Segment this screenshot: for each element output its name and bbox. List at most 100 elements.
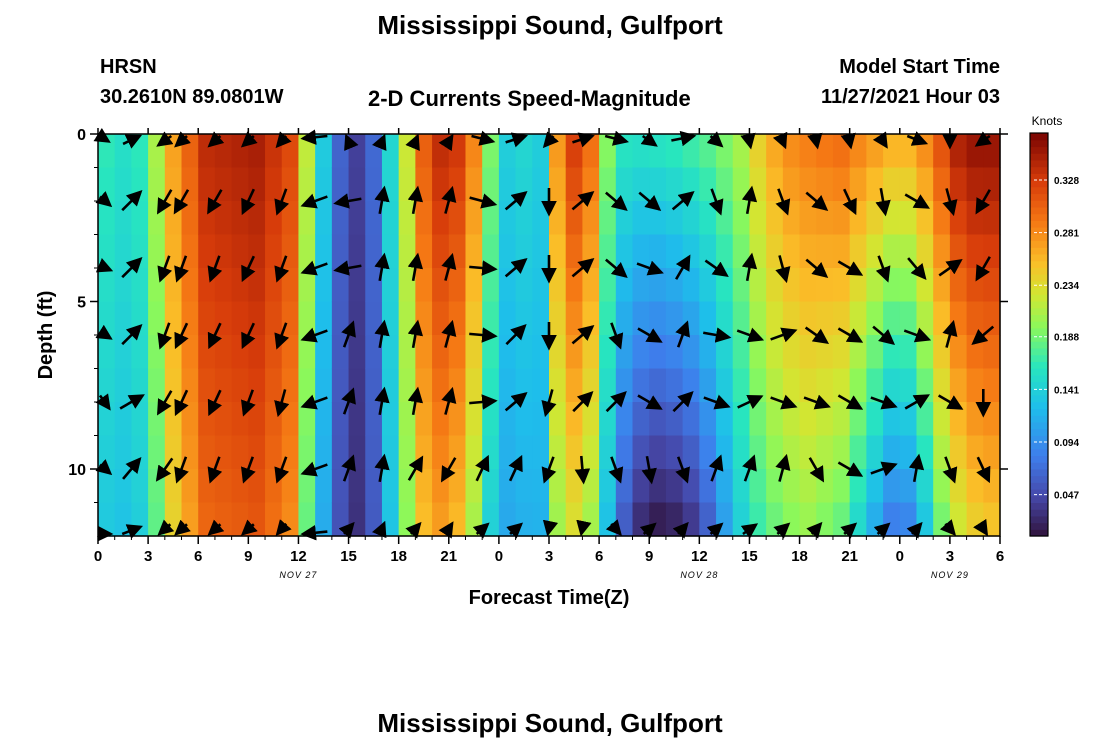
heatmap-cell xyxy=(365,368,383,403)
model-start-label: Model Start Time xyxy=(839,56,1000,78)
current-vector-arrow xyxy=(174,322,189,350)
heatmap-cell xyxy=(482,167,500,202)
current-vector-arrow xyxy=(241,456,256,484)
heatmap-cell xyxy=(532,502,550,537)
heatmap-cell xyxy=(933,134,951,169)
x-tick-label: 9 xyxy=(244,548,252,565)
heatmap-cell xyxy=(231,435,249,470)
current-vector-arrow xyxy=(274,188,290,216)
heatmap-cell xyxy=(515,502,533,537)
current-vector-arrow xyxy=(122,134,143,149)
heatmap-cell xyxy=(281,167,300,202)
heatmap-cell xyxy=(632,335,650,370)
heatmap-cell xyxy=(949,268,968,303)
heatmap-cell xyxy=(665,368,684,403)
current-vector-arrow xyxy=(441,319,457,348)
heatmap-cell xyxy=(532,234,550,269)
heatmap-cell xyxy=(448,335,467,370)
current-vector-arrow xyxy=(742,454,757,482)
heatmap-cell xyxy=(966,134,984,169)
heatmap-cell xyxy=(298,335,316,370)
current-vector-arrow xyxy=(703,327,732,343)
current-vector-arrow xyxy=(174,519,191,536)
heatmap-cell xyxy=(766,301,784,336)
x-tick-label: 0 xyxy=(94,548,102,565)
current-vector-arrow xyxy=(638,191,662,212)
heatmap-cell xyxy=(398,268,416,303)
heatmap-cell xyxy=(448,201,467,236)
current-vector-arrow xyxy=(300,193,328,209)
current-vector-arrow xyxy=(274,255,290,283)
current-vector-arrow xyxy=(475,454,490,482)
x-tick-label: 18 xyxy=(791,548,808,565)
heatmap-cell xyxy=(849,268,867,303)
heatmap-cell xyxy=(248,368,266,403)
heatmap-cell xyxy=(131,469,149,504)
heatmap-cell xyxy=(498,201,517,236)
heatmap-cell xyxy=(114,134,133,169)
current-vector-arrow xyxy=(805,191,829,212)
heatmap-cell xyxy=(398,402,416,437)
current-vector-arrow xyxy=(241,255,256,283)
current-vector-arrow xyxy=(300,524,328,541)
current-vector-arrow xyxy=(469,394,498,410)
heatmap-cell xyxy=(565,234,584,269)
current-vector-arrow xyxy=(906,131,929,146)
x-tick-label: 15 xyxy=(340,548,357,565)
colorbar-segment xyxy=(1030,307,1048,315)
heatmap-cell xyxy=(916,502,934,537)
colorbar-segment xyxy=(1030,374,1048,383)
heatmap-cell xyxy=(866,368,884,403)
heatmap-cell xyxy=(98,335,116,370)
current-vector-arrow xyxy=(703,394,731,410)
current-vector-arrow xyxy=(469,327,498,343)
heatmap-cell xyxy=(465,201,483,236)
heatmap-cell xyxy=(966,301,984,336)
heatmap-cell xyxy=(365,402,383,437)
heatmap-cell xyxy=(582,167,600,202)
current-vector-arrow xyxy=(837,461,864,477)
heatmap-cell xyxy=(749,201,767,236)
heatmap-cell xyxy=(615,268,634,303)
heatmap-cell xyxy=(549,201,567,236)
current-vector-arrow xyxy=(407,319,424,349)
heatmap-cell xyxy=(832,268,851,303)
current-vector-arrow xyxy=(903,327,932,343)
heatmap-cell xyxy=(682,201,700,236)
heatmap-cell xyxy=(916,402,934,437)
heatmap-cell xyxy=(665,201,684,236)
heatmap-cell xyxy=(532,201,550,236)
heatmap-cell xyxy=(799,368,817,403)
heatmap-cell xyxy=(265,234,283,269)
heatmap-cell xyxy=(365,234,383,269)
current-vector-arrow xyxy=(405,521,422,539)
colorbar-segment xyxy=(1030,347,1048,356)
current-vector-arrow xyxy=(605,519,622,536)
heatmap-cell xyxy=(832,335,851,370)
colorbar-segment xyxy=(1030,166,1048,174)
heatmap-cell xyxy=(231,301,249,336)
current-vector-arrow xyxy=(708,188,724,216)
colorbar-segment xyxy=(1030,193,1048,201)
heatmap-cell xyxy=(615,435,634,470)
heatmap-cell xyxy=(549,234,567,269)
heatmap-cell xyxy=(565,301,584,336)
heatmap-cell xyxy=(949,402,968,437)
heatmap-cell xyxy=(849,335,867,370)
current-vector-arrow xyxy=(95,191,113,208)
heatmap-cell xyxy=(532,435,550,470)
heatmap-cell xyxy=(582,301,600,336)
heatmap-cell xyxy=(498,435,517,470)
heatmap-cell xyxy=(665,402,684,437)
heatmap-cell xyxy=(916,301,934,336)
heatmap-cell xyxy=(749,167,767,202)
heatmap-cell xyxy=(933,234,951,269)
heatmap-cell xyxy=(782,435,801,470)
heatmap-cell xyxy=(381,268,400,303)
heatmap-cell xyxy=(582,502,600,537)
date-label: NOV 29 xyxy=(931,570,969,580)
heatmap-cell xyxy=(231,167,249,202)
colorbar-segment xyxy=(1030,300,1048,309)
heatmap-cell xyxy=(98,469,116,504)
heatmap-cell xyxy=(749,469,767,504)
